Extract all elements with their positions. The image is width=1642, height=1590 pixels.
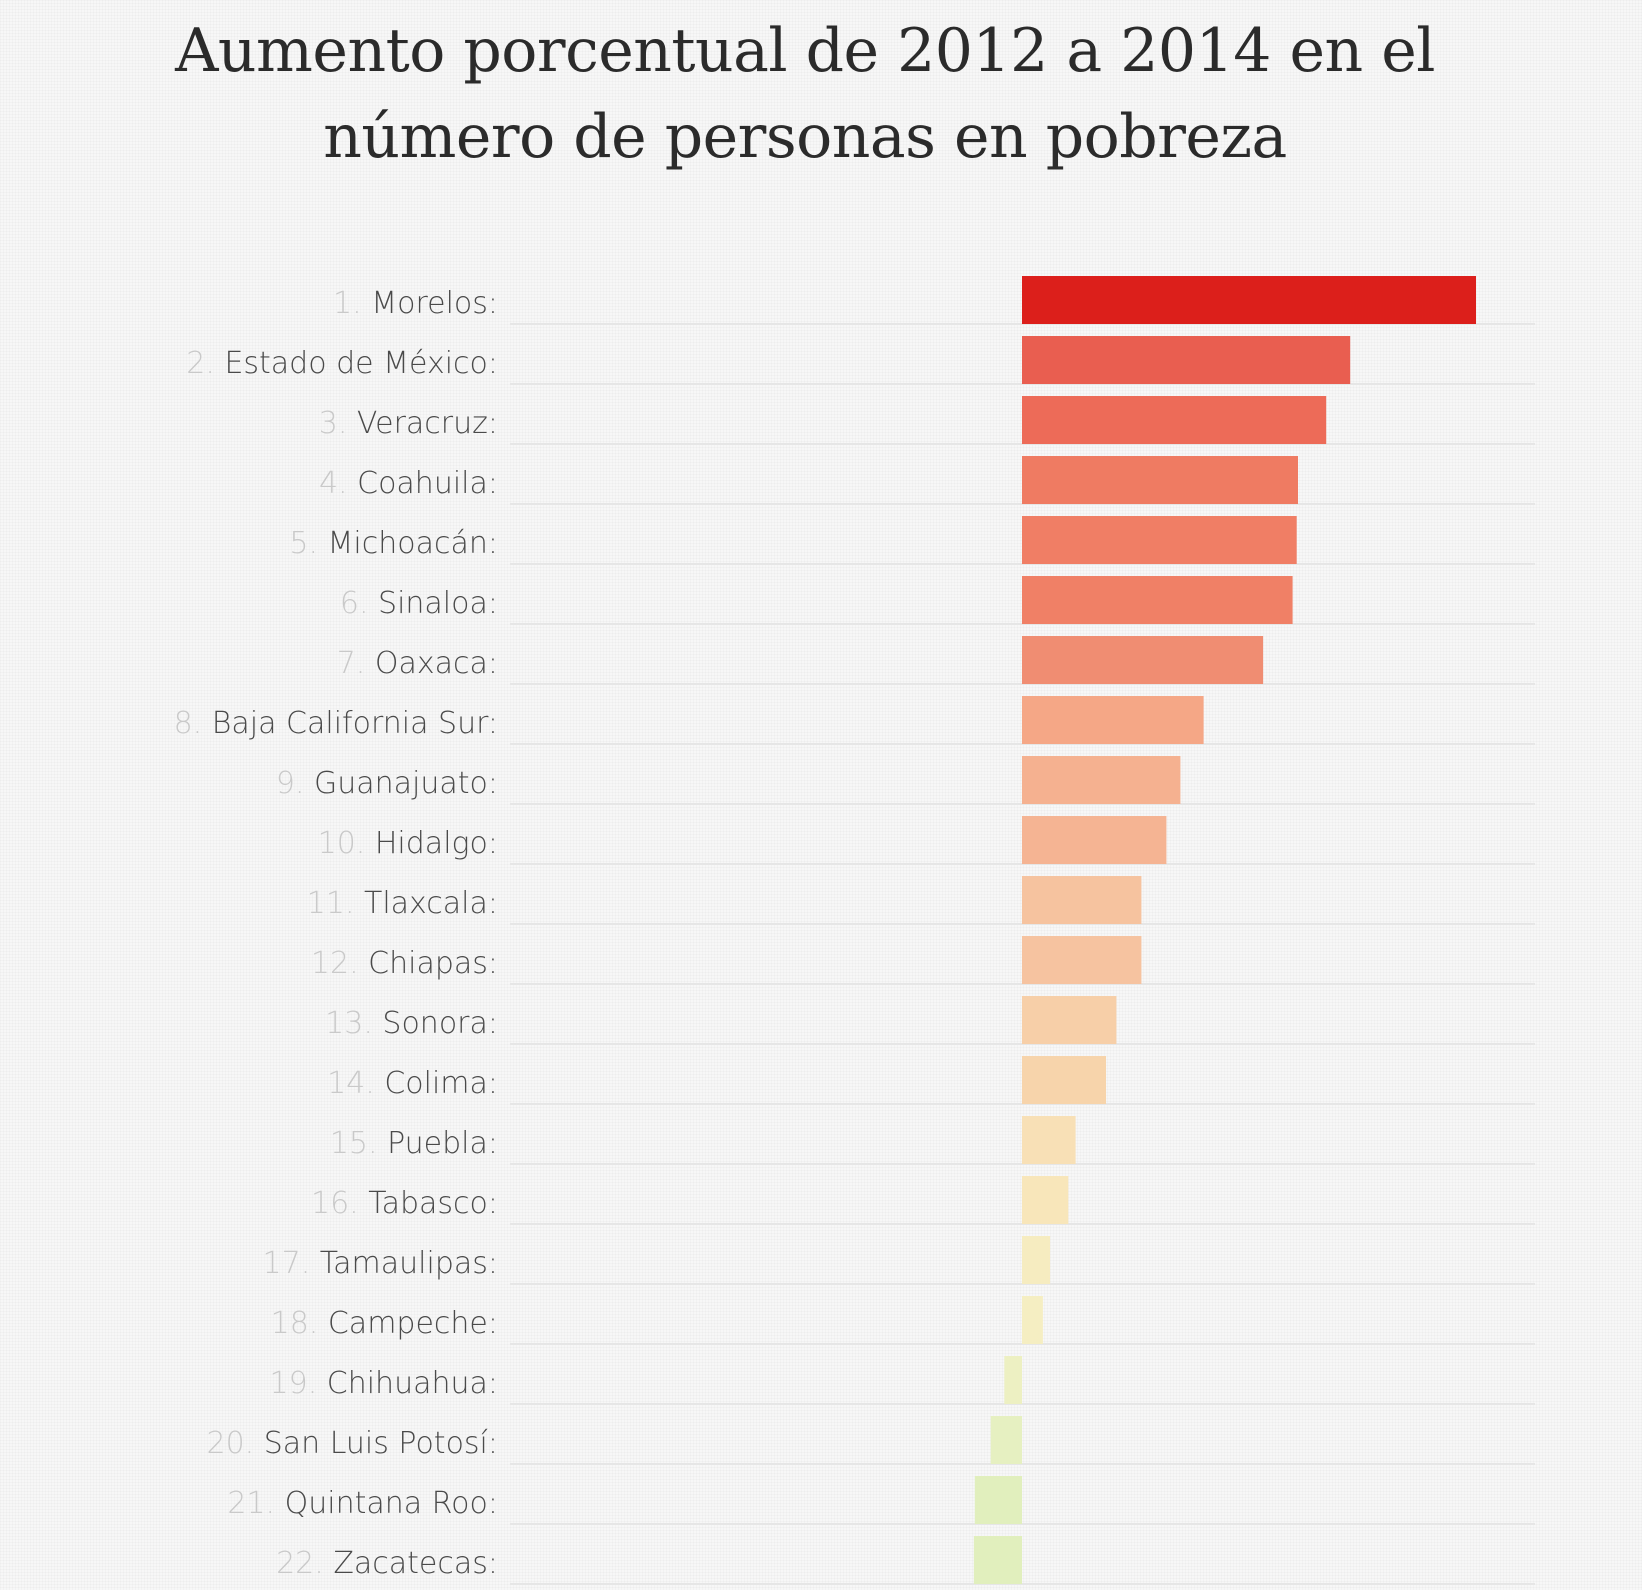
rank-number: 13. <box>325 1006 382 1041</box>
category-label: 5. Michoacán: <box>289 526 498 561</box>
bar[interactable] <box>1022 1296 1043 1344</box>
bar[interactable] <box>1022 936 1142 984</box>
rank-number: 10. <box>318 826 375 861</box>
bar[interactable] <box>1022 396 1327 444</box>
rank-number: 16. <box>311 1186 368 1221</box>
rank-number: 15. <box>330 1126 387 1161</box>
category-label: 17. Tamaulipas: <box>263 1246 498 1281</box>
bar[interactable] <box>1022 1176 1069 1224</box>
rank-number: 11. <box>307 886 364 921</box>
rank-number: 19. <box>270 1366 327 1401</box>
bar[interactable] <box>1022 576 1293 624</box>
bar[interactable] <box>1004 1356 1022 1404</box>
state-name: Puebla: <box>387 1126 498 1161</box>
state-name: Veracruz: <box>357 406 498 441</box>
category-label: 9. Guanajuato: <box>276 766 498 801</box>
rank-number: 21. <box>227 1486 284 1521</box>
category-label: 18. Campeche: <box>271 1306 498 1341</box>
bar[interactable] <box>1022 516 1297 564</box>
bar[interactable] <box>974 1476 1022 1524</box>
state-name: Tabasco: <box>368 1186 498 1221</box>
bar[interactable] <box>1022 876 1142 924</box>
chart-title-line-2: número de personas en pobreza <box>323 102 1287 172</box>
bar[interactable] <box>1022 276 1476 324</box>
rank-number: 17. <box>263 1246 320 1281</box>
category-label: 15. Puebla: <box>330 1126 498 1161</box>
state-name: Tamaulipas: <box>320 1246 498 1281</box>
state-name: Michoacán: <box>328 526 498 561</box>
category-label: 1. Morelos: <box>333 286 498 321</box>
bar[interactable] <box>1022 456 1298 504</box>
bar[interactable] <box>1022 696 1204 744</box>
state-name: Oaxaca: <box>375 646 498 681</box>
rank-number: 6. <box>340 586 378 621</box>
rank-number: 4. <box>319 466 357 501</box>
chart-title-line-1: Aumento porcentual de 2012 a 2014 en el <box>175 16 1435 86</box>
rank-number: 2. <box>186 346 224 381</box>
bar[interactable] <box>973 1536 1022 1584</box>
state-name: San Luis Potosí: <box>264 1426 498 1461</box>
rank-number: 18. <box>271 1306 328 1341</box>
state-name: Coahuila: <box>357 466 498 501</box>
rank-number: 20. <box>207 1426 264 1461</box>
category-label: 6. Sinaloa: <box>340 586 498 621</box>
category-label: 3. Veracruz: <box>319 406 498 441</box>
rank-number: 12. <box>311 946 368 981</box>
category-label: 16. Tabasco: <box>311 1186 498 1221</box>
rank-number: 8. <box>174 706 212 741</box>
bar[interactable] <box>1022 636 1264 684</box>
chart-title: Aumento porcentual de 2012 a 2014 en el … <box>0 8 1610 180</box>
state-name: Sinaloa: <box>378 586 498 621</box>
bar[interactable] <box>1022 336 1351 384</box>
rank-number: 3. <box>319 406 357 441</box>
state-name: Baja California Sur: <box>212 706 498 741</box>
rank-number: 5. <box>289 526 327 561</box>
category-label: 21. Quintana Roo: <box>227 1486 498 1521</box>
state-name: Guanajuato: <box>314 766 498 801</box>
state-name: Chihuahua: <box>327 1366 498 1401</box>
category-label: 12. Chiapas: <box>311 946 498 981</box>
category-label: 11. Tlaxcala: <box>307 886 498 921</box>
rank-number: 9. <box>276 766 314 801</box>
category-label: 4. Coahuila: <box>319 466 498 501</box>
state-name: Hidalgo: <box>375 826 498 861</box>
category-label: 10. Hidalgo: <box>318 826 498 861</box>
bar[interactable] <box>1022 1056 1106 1104</box>
state-name: Zacatecas: <box>333 1546 498 1581</box>
category-label: 13. Sonora: <box>325 1006 498 1041</box>
state-name: Chiapas: <box>368 946 498 981</box>
state-name: Colima: <box>384 1066 498 1101</box>
category-label: 14. Colima: <box>327 1066 498 1101</box>
category-label: 22. Zacatecas: <box>276 1546 498 1581</box>
state-name: Sonora: <box>382 1006 498 1041</box>
state-name: Quintana Roo: <box>285 1486 498 1521</box>
bar[interactable] <box>990 1416 1022 1464</box>
state-name: Estado de México: <box>224 346 498 381</box>
state-name: Tlaxcala: <box>364 886 498 921</box>
bar[interactable] <box>1022 1116 1076 1164</box>
bar[interactable] <box>1022 1236 1051 1284</box>
rank-number: 14. <box>327 1066 384 1101</box>
category-label: 7. Oaxaca: <box>337 646 498 681</box>
category-label: 20. San Luis Potosí: <box>207 1426 499 1461</box>
bar[interactable] <box>1022 996 1117 1044</box>
category-label: 2. Estado de México: <box>186 346 498 381</box>
state-name: Campeche: <box>328 1306 498 1341</box>
rank-number: 1. <box>333 286 371 321</box>
bar[interactable] <box>1022 816 1167 864</box>
category-label: 8. Baja California Sur: <box>174 706 498 741</box>
bar[interactable] <box>1022 756 1181 804</box>
rank-number: 7. <box>337 646 375 681</box>
category-label: 19. Chihuahua: <box>270 1366 498 1401</box>
rank-number: 22. <box>276 1546 333 1581</box>
state-name: Morelos: <box>371 286 498 321</box>
